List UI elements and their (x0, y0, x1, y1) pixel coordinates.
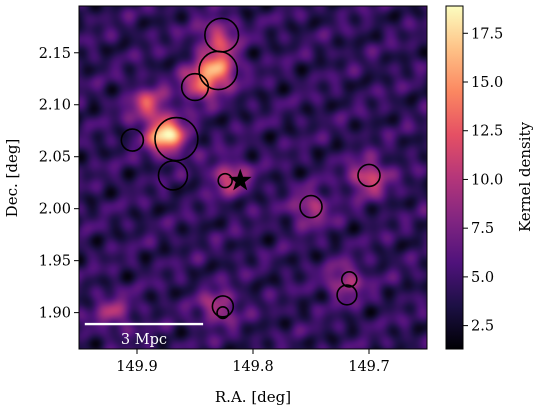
y-axis-label: Dec. [deg] (3, 139, 21, 218)
scale-bar: 3 Mpc (84, 322, 204, 348)
overdensity-circle (180, 72, 210, 102)
colorbar-label: Kernel density (516, 121, 534, 232)
colorbar-tick-label: 2.5 (471, 319, 494, 335)
scale-bar-label: 3 Mpc (121, 332, 167, 348)
y-tick-label: 1.90 (39, 306, 71, 322)
x-tick-label: 149.8 (232, 359, 274, 375)
overdensity-circle (216, 306, 230, 320)
star-marker-layer (228, 168, 252, 191)
y-tick-label: 1.95 (39, 254, 71, 270)
colorbar-gradient (445, 5, 464, 350)
overdensity-circle (217, 172, 233, 189)
x-tick-label: 149.7 (348, 359, 390, 375)
overdensity-circle (357, 163, 381, 188)
overdensity-circle (154, 116, 199, 162)
overdensity-circle (120, 128, 145, 152)
colorbar-tick-label: 17.5 (471, 26, 503, 42)
y-tick-label: 2.10 (39, 98, 71, 114)
colorbar-tick-label: 5.0 (471, 270, 494, 286)
colorbar: 2.5 5.0 7.5 10.0 12.5 15.0 17.5 Kernel density (445, 5, 534, 350)
colorbar-ticks: 2.5 5.0 7.5 10.0 12.5 15.0 17.5 (463, 26, 503, 335)
colorbar-tick-label: 10.0 (471, 172, 503, 188)
overdensity-circles (120, 17, 381, 320)
y-tick-label: 2.05 (39, 150, 71, 166)
overdensity-circle (340, 271, 358, 288)
y-tick-label: 2.15 (39, 46, 71, 62)
overdensity-circle (336, 284, 358, 306)
colorbar-tick-label: 15.0 (471, 75, 503, 91)
x-axis-ticks: 149.9 149.8 149.7 (116, 349, 390, 375)
kernel-density-heatmap (79, 6, 427, 349)
x-axis-label: R.A. [deg] (215, 388, 291, 406)
y-axis-ticks: 1.90 1.95 2.00 2.05 2.10 2.15 (39, 46, 79, 322)
star-marker (228, 168, 252, 191)
overdensity-circle (157, 160, 189, 191)
colorbar-tick-label: 7.5 (471, 221, 494, 237)
overdensity-circle (198, 50, 239, 91)
x-tick-label: 149.9 (116, 359, 158, 375)
y-tick-label: 2.00 (39, 202, 71, 218)
overdensity-circle (211, 295, 235, 318)
overdensity-circle (299, 194, 323, 219)
heatmap-area: 3 Mpc (78, 5, 428, 350)
colorbar-tick-label: 12.5 (471, 124, 503, 140)
